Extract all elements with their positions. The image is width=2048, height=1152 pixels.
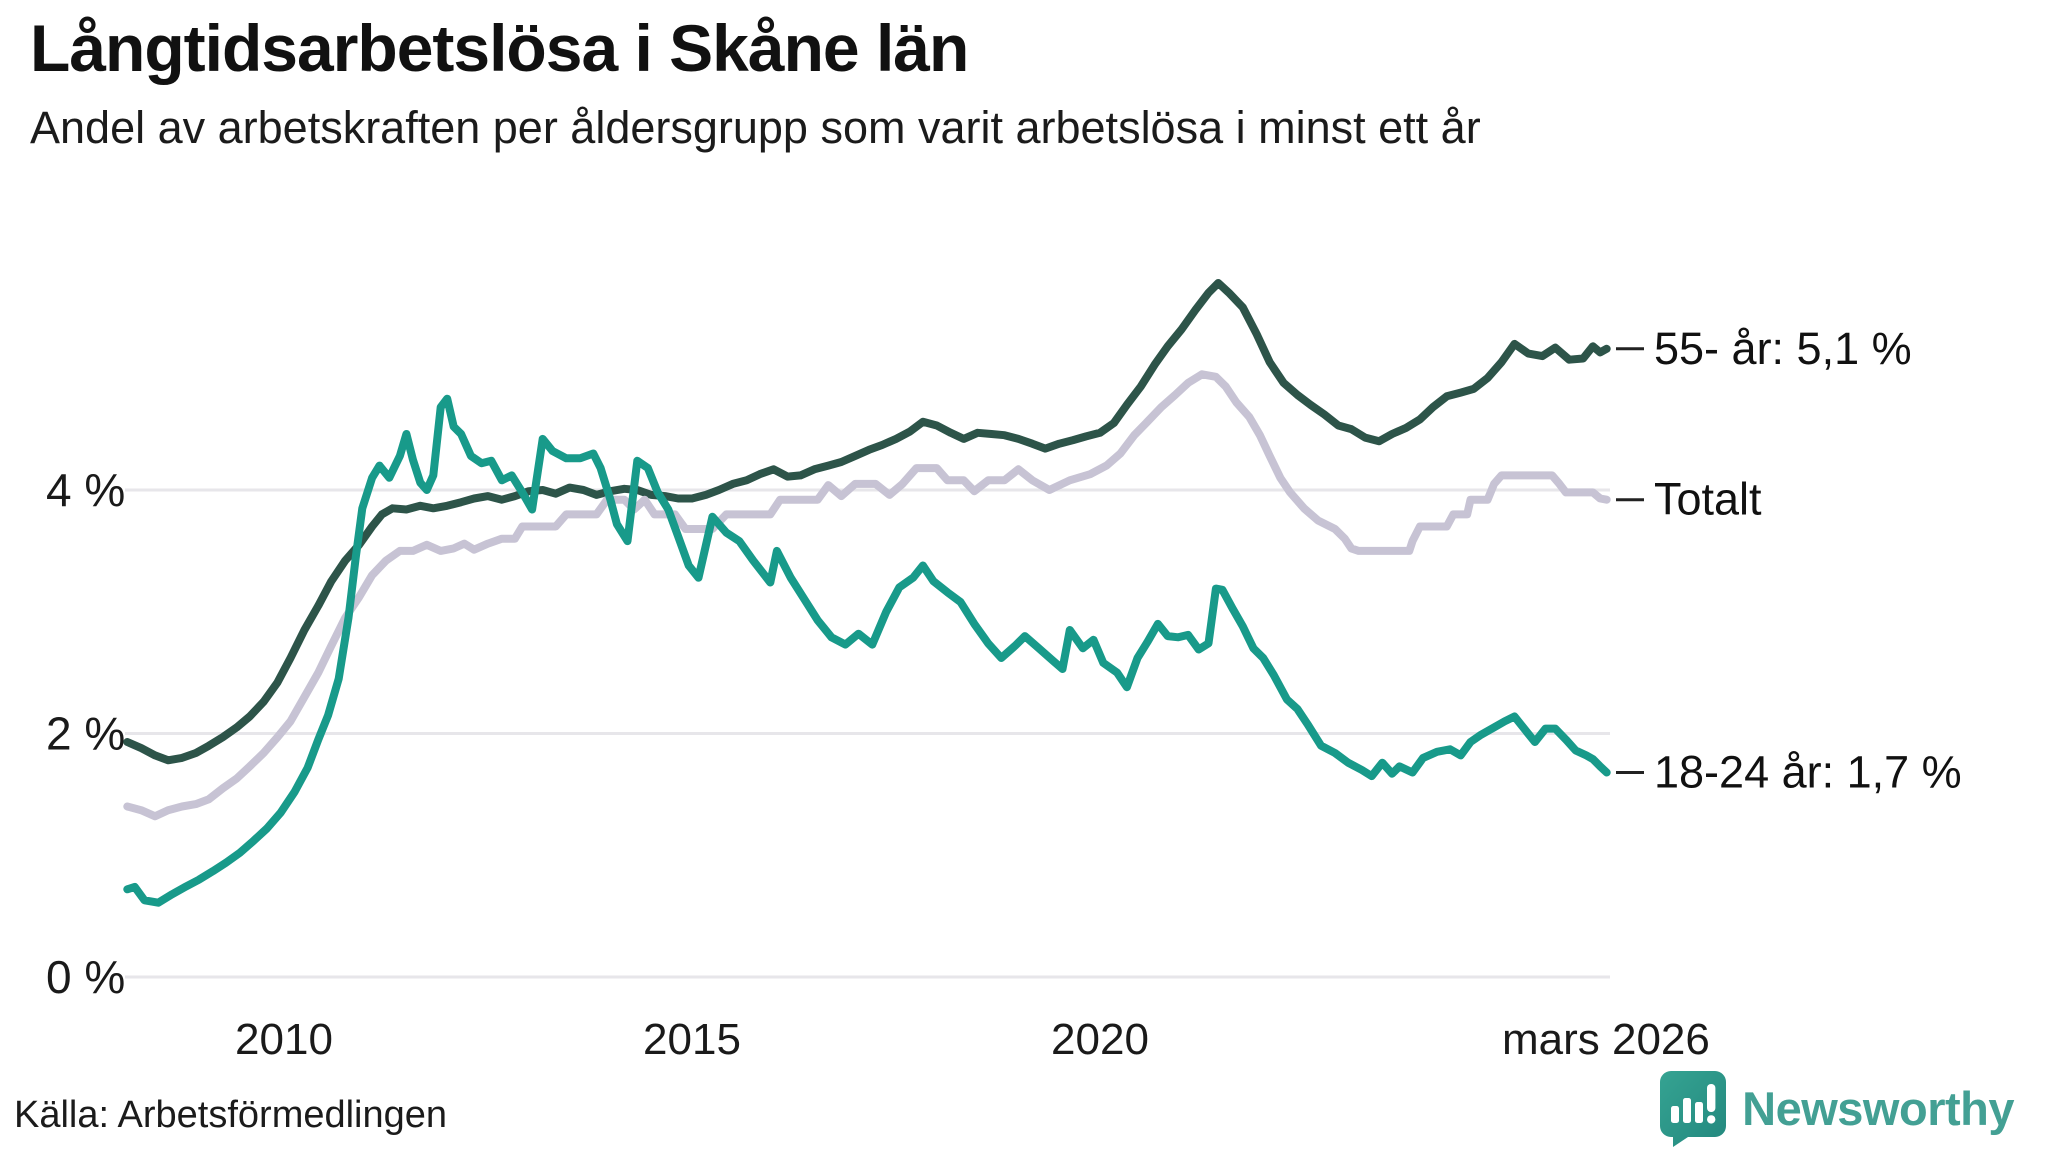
y-tick-label: 4 % (46, 464, 125, 516)
x-tick-label: 2010 (235, 1015, 333, 1064)
series-line-2 (123, 370, 1611, 821)
x-tick-label: mars 2026 (1502, 1015, 1710, 1064)
series-end-label: 55- år: 5,1 % (1654, 323, 1912, 374)
series-line-1 (123, 279, 1611, 765)
newsworthy-chart-bubble-icon (1658, 1069, 1728, 1147)
y-tick-label: 2 % (46, 708, 125, 760)
series-end-label: 18-24 år: 1,7 % (1654, 746, 1962, 797)
newsworthy-wordmark: Newsworthy (1742, 1081, 2014, 1135)
page-subtitle: Andel av arbetskraften per åldersgrupp s… (30, 102, 1481, 153)
newsworthy-logo: Newsworthy (1658, 1069, 2014, 1147)
x-tick-label: 2020 (1051, 1015, 1149, 1064)
page-title: Långtidsarbetslösa i Skåne län (30, 11, 969, 85)
y-tick-label: 0 % (46, 951, 125, 1003)
series-end-label: Totalt (1654, 474, 1762, 525)
x-tick-label: 2015 (643, 1015, 741, 1064)
series-line-3 (123, 394, 1611, 907)
source-note: Källa: Arbetsförmedlingen (14, 1094, 448, 1136)
